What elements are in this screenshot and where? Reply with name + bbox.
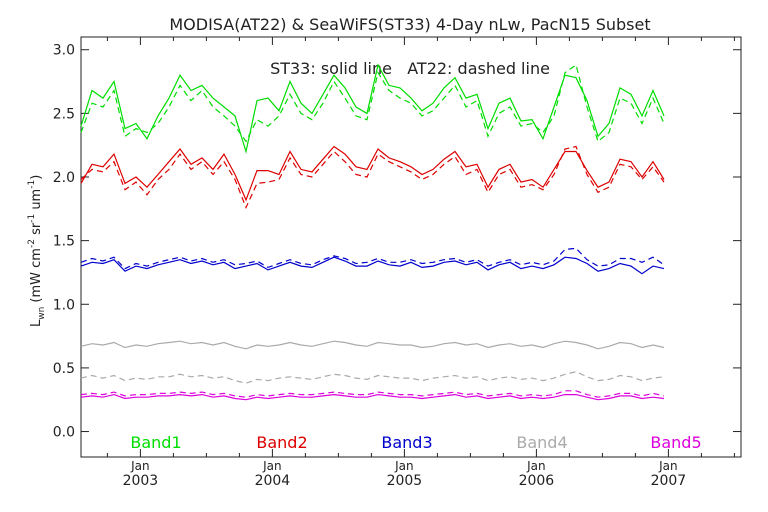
ylabel-sup3: -1 — [27, 180, 37, 189]
y-tick-label: 0.5 — [53, 361, 75, 377]
svg-text:Lwn (mW cm-2 sr-1 um-1): Lwn (mW cm-2 sr-1 um-1) — [27, 154, 47, 356]
y-tick-label: 3.0 — [53, 43, 75, 59]
legend-entry-band3: Band3 — [381, 433, 432, 452]
ylabel-sup2: -1 — [27, 214, 37, 223]
legend-entry-band5: Band5 — [650, 433, 701, 452]
ylabel-mid2: um — [29, 189, 44, 214]
x-tick-label-month: Jan — [394, 459, 414, 473]
series-band3-solid-line — [80, 256, 665, 275]
series-band4-dashed-line — [80, 371, 665, 384]
legend-entry-band2: Band2 — [256, 433, 307, 452]
y-tick-label: 1.0 — [53, 297, 75, 313]
ylabel-mid1: sr — [29, 222, 44, 239]
line-style-annotation: ST33: solid line AT22: dashed line — [270, 59, 550, 78]
legend-entry-band1: Band1 — [130, 433, 181, 452]
ylabel-sup1: -2 — [27, 239, 37, 248]
ylabel-sub: wn — [37, 307, 47, 320]
y-axis-label: Lwn (mW cm-2 sr-1 um-1) — [27, 154, 47, 356]
y-tick-label: 2.5 — [53, 106, 75, 122]
series-band2-dashed-line — [80, 145, 665, 210]
x-tick-label-year: 2007 — [651, 473, 687, 489]
x-tick-label-month: Jan — [658, 459, 678, 473]
chart-title: MODISA(AT22) & SeaWiFS(ST33) 4-Day nLw, … — [169, 15, 650, 34]
y-tick-label: 1.5 — [53, 234, 75, 250]
series-band1-solid-line — [80, 63, 665, 154]
series-band2-solid-line — [80, 145, 665, 202]
series-band3-dashed-line — [80, 247, 665, 270]
ylabel-main: L — [29, 319, 44, 327]
y-tick-label: 2.0 — [53, 170, 75, 186]
x-tick-label-month: Jan — [526, 459, 546, 473]
legend-entry-band4: Band4 — [516, 433, 567, 452]
x-tick-label-year: 2004 — [255, 473, 291, 489]
ylabel-unit-pre: (mW cm — [29, 248, 44, 307]
x-tick-label-year: 2006 — [519, 473, 555, 489]
plot-frame — [80, 36, 742, 458]
x-tick-label-year: 2005 — [387, 473, 423, 489]
x-tick-label-year: 2003 — [123, 473, 159, 489]
ylabel-unit-post: ) — [29, 175, 44, 180]
x-tick-label-month: Jan — [130, 459, 150, 473]
y-tick-label: 0.0 — [53, 425, 75, 441]
x-tick-label-month: Jan — [262, 459, 282, 473]
series-band5-dashed-line — [80, 390, 665, 398]
series-band4-solid-line — [80, 340, 665, 350]
series-band5-solid-line — [80, 393, 665, 401]
